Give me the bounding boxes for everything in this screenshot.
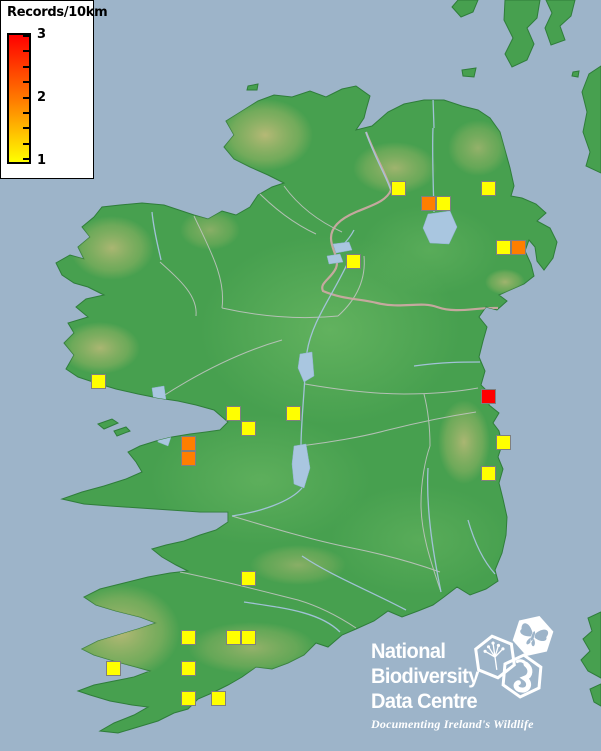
legend-tick bbox=[23, 143, 29, 145]
grid-square[interactable] bbox=[91, 374, 106, 389]
grid-square[interactable] bbox=[286, 406, 301, 421]
grid-square[interactable] bbox=[481, 466, 496, 481]
grid-square[interactable] bbox=[496, 435, 511, 450]
grid-square[interactable] bbox=[481, 181, 496, 196]
grid-square[interactable] bbox=[436, 196, 451, 211]
grid-square[interactable] bbox=[181, 661, 196, 676]
grid-square[interactable] bbox=[226, 406, 241, 421]
legend-tick bbox=[23, 112, 29, 114]
legend-tick bbox=[23, 97, 29, 99]
legend-tick bbox=[23, 127, 29, 129]
legend-tick bbox=[23, 35, 29, 37]
grid-square[interactable] bbox=[226, 630, 241, 645]
ni-border bbox=[321, 131, 499, 312]
grid-square[interactable] bbox=[241, 571, 256, 586]
legend-tick bbox=[23, 66, 29, 68]
nbdc-logo-icons bbox=[474, 616, 554, 699]
legend-label-mid: 2 bbox=[37, 90, 47, 105]
lough-neagh bbox=[422, 210, 458, 245]
grid-square[interactable] bbox=[421, 196, 436, 211]
grid-square[interactable] bbox=[391, 181, 406, 196]
legend-tick bbox=[23, 81, 29, 83]
grid-square[interactable] bbox=[511, 240, 526, 255]
seahorse-icon bbox=[501, 653, 543, 699]
plant-icon bbox=[474, 634, 516, 680]
legend-title: Records/10km bbox=[7, 5, 108, 20]
logo-line-2: Biodiversity bbox=[371, 664, 479, 688]
grid-square[interactable] bbox=[211, 691, 226, 706]
legend-label-min: 1 bbox=[37, 153, 47, 168]
grid-square[interactable] bbox=[181, 436, 196, 451]
rivers bbox=[151, 97, 496, 633]
grid-square[interactable] bbox=[241, 421, 256, 436]
legend-label-max: 3 bbox=[37, 27, 47, 42]
grid-square[interactable] bbox=[181, 691, 196, 706]
legend-colorbar bbox=[7, 33, 31, 164]
grid-square[interactable] bbox=[106, 661, 121, 676]
legend-tick bbox=[23, 158, 29, 160]
grid-square[interactable] bbox=[181, 451, 196, 466]
legend-tick bbox=[23, 50, 29, 52]
legend: Records/10km 3 2 1 bbox=[0, 0, 108, 179]
grid-square[interactable] bbox=[346, 254, 361, 269]
logo-line-3: Data Centre bbox=[371, 689, 478, 713]
nbdc-logo: National Biodiversity Data Centre Docume… bbox=[371, 639, 534, 732]
logo-tagline: Documenting Ireland's Wildlife bbox=[371, 717, 534, 731]
grid-square[interactable] bbox=[181, 630, 196, 645]
logo-line-1: National bbox=[371, 639, 446, 663]
county-boundaries bbox=[159, 161, 479, 629]
grid-square[interactable] bbox=[496, 240, 511, 255]
grid-square[interactable] bbox=[481, 389, 496, 404]
grid-square[interactable] bbox=[241, 630, 256, 645]
butterfly-icon bbox=[512, 616, 554, 656]
